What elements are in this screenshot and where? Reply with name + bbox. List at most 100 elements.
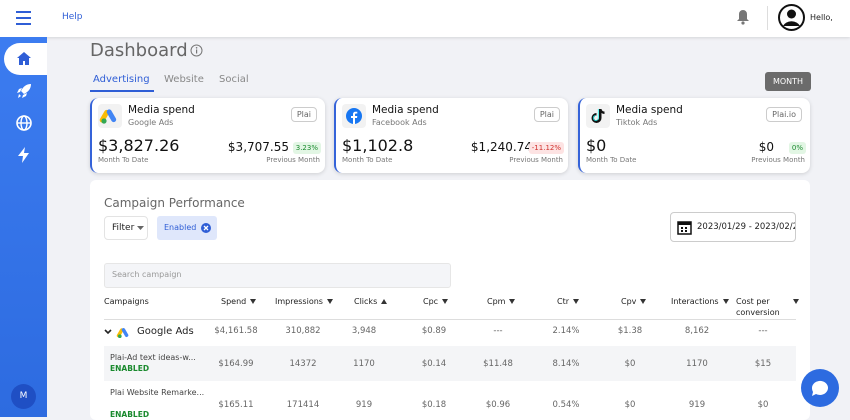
tab-underline xyxy=(90,90,154,92)
logo-tile xyxy=(342,104,366,128)
chip-label: Enabled xyxy=(164,223,197,232)
filter-dropdown[interactable] xyxy=(104,216,148,240)
card-value: $3,827.26 xyxy=(98,136,180,155)
table-cell: 310,882 xyxy=(285,326,321,336)
logo-tile xyxy=(98,104,122,128)
platform-logo xyxy=(99,109,117,124)
tab[interactable]: Website xyxy=(164,74,204,85)
table-cell: $165.11 xyxy=(218,400,254,410)
column-header[interactable]: Cpm xyxy=(487,297,516,306)
help-link[interactable]: Help xyxy=(62,12,83,22)
tab[interactable]: Advertising xyxy=(93,74,150,85)
logo-tile xyxy=(586,104,610,128)
table-cell: 14372 xyxy=(289,359,317,369)
table-cell: $0 xyxy=(757,400,769,410)
table-cell: $11.48 xyxy=(483,359,513,369)
column-header[interactable]: Interactions xyxy=(671,297,729,306)
table-cell: $0.14 xyxy=(421,359,447,369)
account-badge[interactable]: M xyxy=(11,384,36,409)
campaign-name[interactable]: Plai Website Remarke... xyxy=(110,388,205,397)
globe-icon[interactable] xyxy=(16,115,32,131)
sort-arrow[interactable] xyxy=(722,299,729,304)
card-source: Tiktok Ads xyxy=(616,118,658,127)
card-change: 0% xyxy=(788,142,806,154)
search-placeholder: Search campaign xyxy=(112,270,182,279)
campaign-status: ENABLED xyxy=(110,410,150,419)
column-header[interactable]: Spend xyxy=(221,297,257,306)
divider xyxy=(767,6,768,30)
card-value: $0 xyxy=(586,136,607,155)
card-previous-label: Previous Month xyxy=(509,156,563,164)
table-cell: 919 xyxy=(688,400,706,410)
period-button[interactable]: MONTH xyxy=(765,72,811,91)
greeting: Hello, xyxy=(810,13,833,22)
sort-arrow[interactable] xyxy=(509,299,516,304)
table-cell: $0.89 xyxy=(421,326,447,336)
table-cell: 3,948 xyxy=(351,326,377,336)
search-input[interactable] xyxy=(104,263,451,288)
column-header[interactable]: Impressions xyxy=(275,297,333,306)
bolt-icon[interactable] xyxy=(18,147,30,163)
sort-arrow[interactable] xyxy=(442,299,449,304)
table-cell: 8,162 xyxy=(684,326,710,336)
calendar-icon xyxy=(677,221,692,235)
sort-arrow[interactable] xyxy=(573,299,580,304)
card-source: Facebook Ads xyxy=(372,118,427,127)
card-title: Media spend xyxy=(616,104,683,116)
column-header[interactable]: Cost per conversion xyxy=(736,296,799,318)
column-header[interactable]: Clicks xyxy=(354,297,388,306)
user-avatar[interactable] xyxy=(778,4,805,31)
column-header[interactable]: Cpv xyxy=(621,297,647,306)
card-badge: Plai xyxy=(290,107,317,122)
filter-label: Filter xyxy=(112,223,135,233)
table-cell: 1170 xyxy=(686,359,708,369)
expand-chevron[interactable] xyxy=(104,328,112,336)
home-icon[interactable] xyxy=(16,51,32,66)
metric-card: Media spend Google Ads Plai $3,827.26 Month … xyxy=(90,98,325,173)
sort-arrow[interactable] xyxy=(640,299,647,304)
bell-icon[interactable] xyxy=(736,9,750,25)
table-cell: 171414 xyxy=(286,400,320,410)
card-value-label: Month To Date xyxy=(342,156,393,164)
rocket-icon[interactable] xyxy=(16,83,32,99)
campaign-name[interactable]: Google Ads xyxy=(137,326,194,337)
card-previous-label: Previous Month xyxy=(266,156,320,164)
table-cell: $164.99 xyxy=(218,359,254,369)
sidebar: M xyxy=(0,37,47,417)
date-picker[interactable]: 2023/01/29 - 2023/02/2 xyxy=(670,212,796,242)
header-divider xyxy=(104,319,796,320)
table-cell: 2.14% xyxy=(552,326,580,336)
sort-arrow[interactable] xyxy=(793,299,799,304)
table-cell: --- xyxy=(758,326,768,336)
chat-button[interactable] xyxy=(801,369,839,407)
column-header[interactable]: Ctr xyxy=(557,297,580,306)
sort-arrow[interactable] xyxy=(326,299,333,304)
sort-arrow[interactable] xyxy=(381,299,388,304)
campaign-name[interactable]: Plai-Ad text ideas-w... xyxy=(110,353,196,362)
sort-arrow[interactable] xyxy=(250,299,257,304)
chip-remove[interactable] xyxy=(201,223,211,233)
info-icon[interactable] xyxy=(190,44,203,57)
table-cell: $0 xyxy=(624,400,636,410)
top-bar: Help Hello, xyxy=(0,0,850,37)
menu-icon[interactable] xyxy=(16,11,31,25)
card-badge: Plai.io xyxy=(766,107,802,122)
card-title: Media spend xyxy=(128,104,195,116)
table-cell: $0.18 xyxy=(421,400,447,410)
card-previous: $3,707.55 xyxy=(227,140,289,154)
date-range: 2023/01/29 - 2023/02/2 xyxy=(697,222,796,232)
column-header: Campaigns xyxy=(104,297,149,306)
card-previous: $0 xyxy=(758,140,774,154)
card-change: -11.12% xyxy=(528,142,564,154)
table-cell: 1170 xyxy=(353,359,375,369)
metric-card: Media spend Facebook Ads Plai $1,102.8 Month… xyxy=(334,98,568,173)
card-value-label: Month To Date xyxy=(98,156,149,164)
column-header[interactable]: Cpc xyxy=(423,297,449,306)
card-value: $1,102.8 xyxy=(342,136,414,155)
page-title: Dashboard xyxy=(90,40,188,61)
table-cell: $4,161.58 xyxy=(214,326,258,336)
table-cell: $0 xyxy=(624,359,636,369)
card-previous: $1,240.74 xyxy=(470,140,532,154)
tab[interactable]: Social xyxy=(219,74,249,85)
